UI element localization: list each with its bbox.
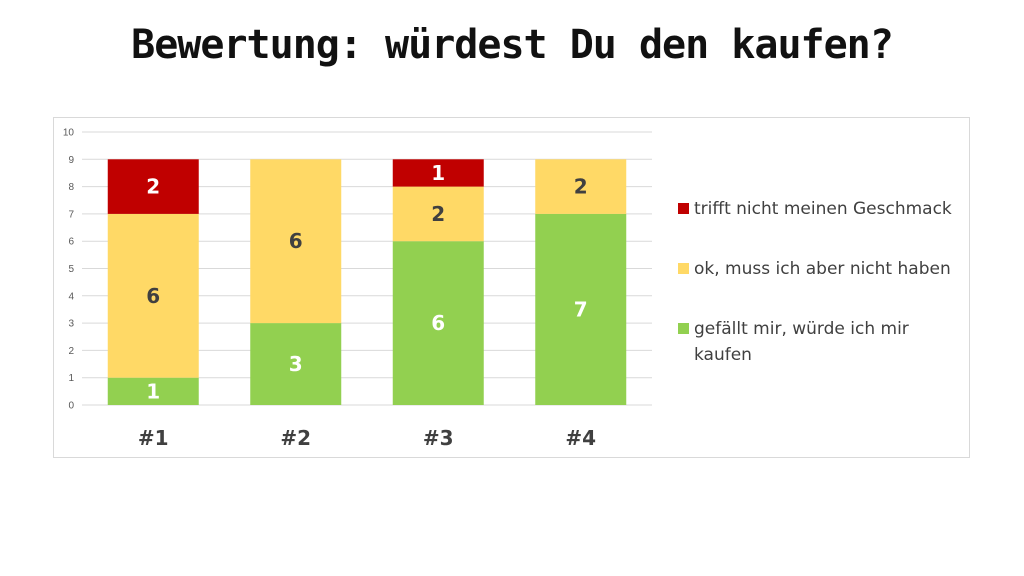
- y-tick-label: 4: [68, 291, 74, 302]
- y-tick-label: 3: [68, 319, 74, 330]
- data-label: 2: [431, 202, 445, 226]
- bar-segment: [107, 213, 199, 378]
- page-title: Bewertung: würdest Du den kaufen?: [131, 22, 894, 68]
- bar-segment: [535, 213, 627, 405]
- x-category-label: #2: [280, 426, 311, 450]
- y-tick-label: 6: [68, 237, 74, 248]
- x-category-label: #3: [423, 426, 454, 450]
- y-tick-label: 8: [68, 182, 74, 193]
- data-label: 3: [289, 352, 303, 376]
- data-label: 6: [146, 284, 160, 308]
- bar-segment: [392, 159, 484, 187]
- x-category-label: #4: [565, 426, 596, 450]
- data-label: 1: [146, 379, 160, 403]
- y-tick-label: 0: [68, 401, 74, 412]
- y-tick-label: 2: [68, 346, 74, 357]
- bar-segment: [392, 186, 484, 242]
- data-label: 6: [431, 311, 445, 335]
- bar-segment: [107, 377, 199, 405]
- data-label: 2: [574, 175, 588, 199]
- y-tick-label: 7: [68, 209, 74, 220]
- y-tick-label: 1: [68, 373, 74, 384]
- y-tick-label: 5: [68, 264, 74, 275]
- bar-segment: [535, 159, 627, 214]
- bar-segment: [107, 159, 199, 214]
- data-label: 7: [574, 297, 588, 321]
- legend-swatch: [678, 323, 689, 334]
- y-tick-label: 9: [68, 155, 74, 166]
- legend-label: trifft nicht meinen Geschmack: [694, 199, 952, 219]
- x-category-label: #1: [138, 426, 169, 450]
- stacked-bar-chart: 0 1 2 3 4 5 6 7 8 9 10 1 6 2 #1 3 6 #2 6 2 1 #3 7 2 #4 trifft nic…: [63, 128, 952, 451]
- y-tick-label: 10: [63, 128, 75, 139]
- legend-label: ok, muss ich aber nicht haben: [694, 259, 951, 279]
- data-label: 6: [289, 229, 303, 253]
- legend-swatch: [678, 263, 689, 274]
- data-label: 1: [431, 161, 445, 185]
- data-label: 2: [146, 175, 160, 199]
- bar-segment: [250, 323, 342, 405]
- legend-label: kaufen: [694, 345, 752, 365]
- chart-area: 0 1 2 3 4 5 6 7 8 9 10 1 6 2 #1 3 6 #2 6 2 1 #3 7 2 #4 trifft nic…: [53, 117, 970, 458]
- legend-swatch: [678, 203, 689, 214]
- bar-segment: [250, 159, 342, 324]
- bar-segment: [392, 241, 484, 405]
- legend-label: gefällt mir, würde ich mir: [694, 319, 909, 339]
